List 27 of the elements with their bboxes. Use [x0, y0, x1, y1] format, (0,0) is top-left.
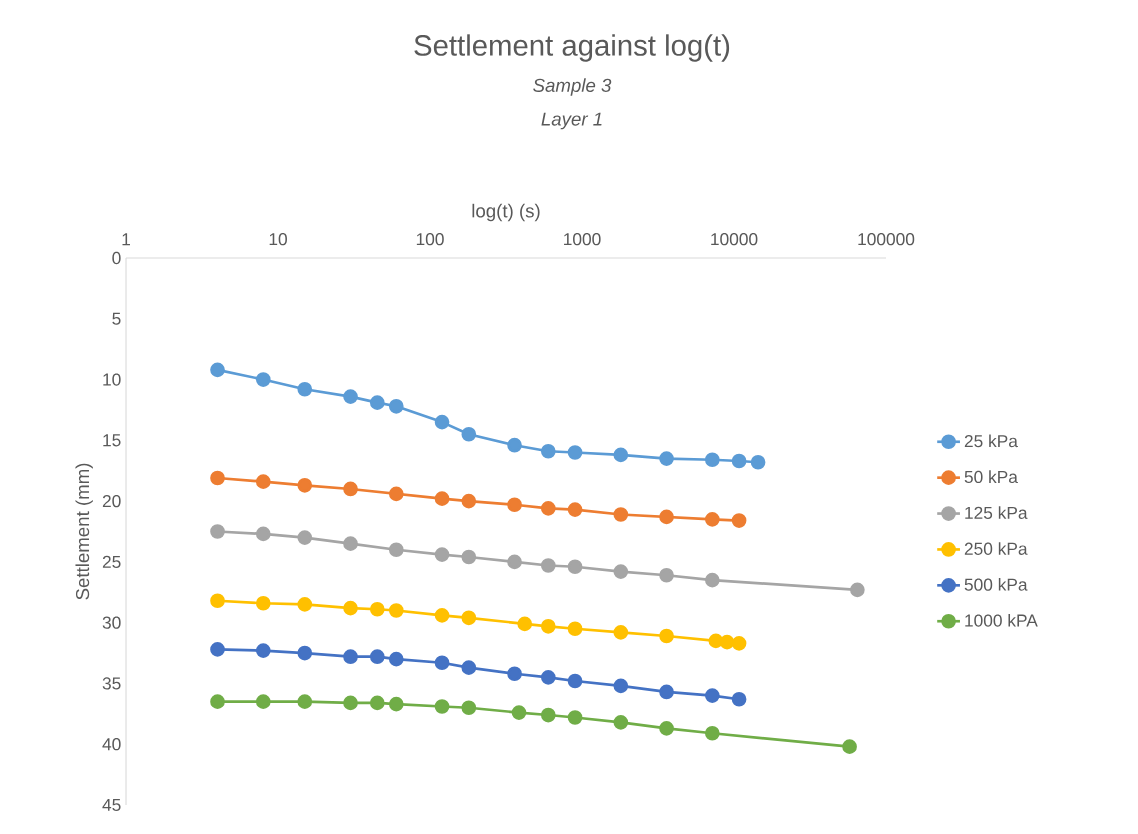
- legend-label: 50 kPa: [964, 470, 1018, 484]
- y-tick-label: 30: [102, 616, 121, 629]
- x-tick-label: 100000: [858, 233, 915, 246]
- y-tick-label: 25: [102, 555, 121, 569]
- y-axis-title: Settlement (mm): [75, 463, 93, 600]
- y-tick-label: 40: [102, 738, 121, 751]
- legend-label: 25 kPa: [964, 434, 1018, 448]
- y-tick-label: 0: [112, 251, 121, 265]
- legend-label: 250 kPa: [964, 542, 1028, 555]
- chart-title: Settlement against log(t): [414, 34, 730, 62]
- x-tick-label: 10: [269, 233, 287, 246]
- legend-label: 125 kPa: [965, 506, 1028, 519]
- text: Layer 1: [541, 112, 602, 130]
- x-tick-label: 100: [416, 233, 444, 246]
- y-tick-label: 45: [102, 798, 121, 812]
- y-tick-label: 35: [102, 677, 121, 690]
- y-tick-label: 10: [103, 373, 121, 386]
- x-tick-label: 10000: [711, 233, 758, 246]
- x-tick-label: 1: [122, 233, 130, 246]
- legend-label: 1000 kPA: [965, 613, 1038, 627]
- y-tick-label: 15: [103, 434, 121, 447]
- legend-label: 500 kPa: [964, 578, 1028, 591]
- x-axis-title: log(t) (s): [472, 203, 540, 222]
- y-tick-label: 20: [102, 494, 121, 508]
- x-tick-label: 1000: [564, 233, 601, 246]
- y-tick-label: 5: [112, 312, 121, 325]
- chart-subtitle: Sample 3: [533, 78, 612, 96]
